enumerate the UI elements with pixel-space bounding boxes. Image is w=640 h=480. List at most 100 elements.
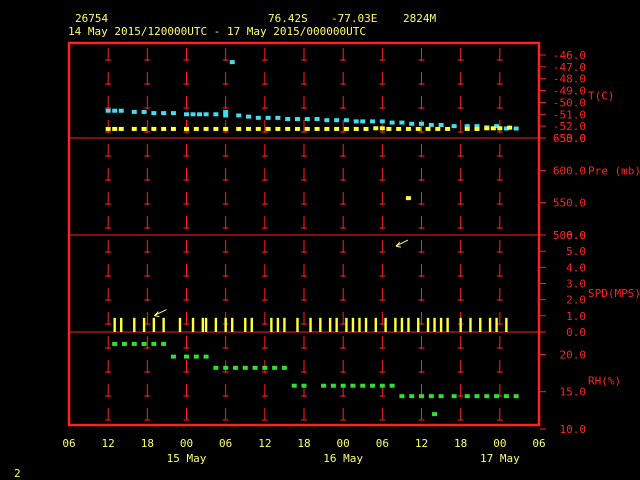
pressure-point [161, 126, 167, 131]
pressure-point [184, 126, 189, 131]
pressure-point [170, 126, 176, 131]
pressure-point [141, 126, 147, 131]
pressure-point [464, 126, 470, 131]
humidity-y-tick-label: 15.0 [560, 386, 587, 399]
humidity-axis-label: RH(%) [588, 375, 621, 388]
humidity-point [379, 383, 385, 388]
pressure-point [363, 126, 369, 131]
humidity-point [141, 341, 147, 346]
speed-bar [309, 317, 312, 332]
x-date-label: 17 May [480, 452, 520, 465]
speed-bar [328, 317, 332, 332]
temperature-point [141, 109, 147, 114]
speed-bar [400, 317, 404, 332]
humidity-point [170, 354, 176, 359]
temperature-point [190, 112, 196, 117]
x-date-label: 15 May [167, 452, 207, 465]
speed-y-tick-label: 1.0 [566, 310, 586, 323]
pressure-point [246, 126, 252, 131]
temperature-point [474, 124, 480, 129]
speed-bar [488, 317, 492, 332]
temperature-point [223, 113, 229, 118]
speed-bar [276, 317, 280, 332]
speed-bar [244, 317, 247, 332]
pressure-point [131, 126, 137, 131]
pressure-point [324, 126, 330, 131]
pressure-point [379, 126, 385, 131]
speed-bar [283, 317, 286, 332]
speed-bar [152, 317, 156, 332]
pressure-point [112, 126, 118, 131]
speed-bar [230, 317, 234, 332]
humidity-point [438, 394, 444, 399]
humidity-point [252, 365, 258, 370]
x-tick-label: 06 [62, 437, 75, 450]
temperature-point [112, 108, 118, 113]
speed-bar [335, 317, 338, 332]
temperature-y-tick-label: -50.0 [553, 96, 586, 109]
page-number: 2 [14, 467, 21, 480]
speed-bar [351, 317, 355, 332]
humidity-point [301, 383, 307, 388]
x-tick-label: 06 [376, 437, 389, 450]
pressure-point [275, 126, 281, 131]
pressure-point [353, 126, 359, 131]
temperature-point [464, 124, 470, 129]
pressure-point [334, 126, 340, 131]
humidity-point [151, 341, 157, 346]
humidity-point [321, 383, 327, 388]
speed-bar [162, 317, 165, 332]
x-tick-label: 06 [219, 437, 232, 450]
temperature-point [513, 126, 519, 131]
humidity-point [161, 341, 167, 346]
humidity-point [350, 383, 356, 388]
elevation: 2824M [403, 12, 436, 25]
temperature-point [451, 124, 457, 129]
x-tick-label: 12 [102, 437, 115, 450]
speed-bar [142, 317, 146, 332]
humidity-y-tick-label: 10.0 [560, 423, 587, 436]
pressure-point [255, 126, 261, 131]
temperature-point [379, 119, 385, 124]
temperature-point [131, 109, 137, 114]
pressure-point [265, 126, 271, 131]
temperature-point [294, 117, 300, 122]
humidity-point [262, 365, 268, 370]
temperature-point [203, 112, 209, 117]
speed-bar [178, 317, 182, 332]
humidity-point [340, 383, 346, 388]
speed-bar [296, 317, 299, 332]
humidity-point [370, 383, 376, 388]
temperature-point [334, 118, 340, 123]
temperature-point [399, 120, 405, 125]
x-tick-label: 12 [258, 437, 271, 450]
speed-y-tick-label: 2.0 [566, 294, 586, 307]
temperature-point [118, 108, 124, 113]
x-tick-label: 12 [415, 437, 428, 450]
pressure-point [105, 126, 111, 131]
temperature-point [428, 122, 434, 127]
humidity-point [503, 394, 509, 399]
temperature-y-tick-label: -52.0 [553, 120, 586, 133]
speed-bar [394, 317, 397, 332]
x-tick-label: 18 [297, 437, 310, 450]
speed-axis-label: SPD(MPS) [588, 287, 640, 300]
temperature-y-tick-label: -49.0 [553, 85, 586, 98]
x-tick-label: 00 [337, 437, 350, 450]
humidity-point [184, 354, 189, 359]
temperature-point [236, 113, 242, 118]
speed-bar [505, 317, 508, 332]
speed-bar [495, 317, 498, 332]
pressure-axis-label: Pre (mb) [588, 164, 640, 177]
x-tick-label: 18 [454, 437, 467, 450]
temperature-point [170, 111, 176, 116]
speed-bar [113, 317, 116, 332]
temperature-point [246, 114, 252, 119]
temperature-point [370, 119, 376, 124]
pressure-point [445, 126, 451, 131]
humidity-point [330, 383, 336, 388]
temperature-point [161, 111, 167, 116]
speed-bar [364, 317, 368, 332]
pressure-point [435, 126, 441, 131]
pressure-point [484, 126, 490, 131]
